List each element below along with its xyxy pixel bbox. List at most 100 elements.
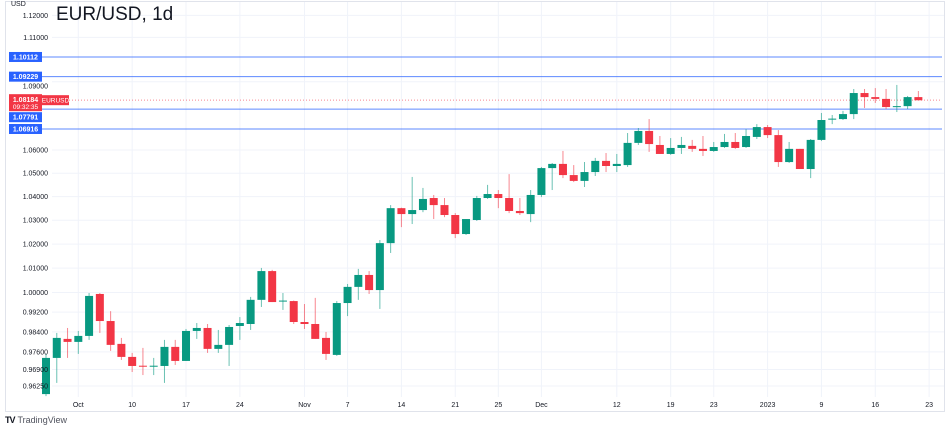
candle-body <box>235 323 244 326</box>
price-tags: 1.10112 1.09229 1.07791 1.06916 1.0818409:32… <box>9 51 70 134</box>
candle-up <box>192 323 201 339</box>
level-lines[interactable] <box>42 56 942 130</box>
time-tick-label: 16 <box>871 402 879 409</box>
time-tick-label: 17 <box>182 402 190 409</box>
candle-body <box>289 301 298 323</box>
candle-up <box>354 268 363 300</box>
time-tick-label: 23 <box>710 402 718 409</box>
tradingview-logo[interactable]: TV TradingView <box>5 415 67 425</box>
candle-body <box>709 147 718 151</box>
price-tick-label: 1.00000 <box>23 290 48 297</box>
candle-down <box>440 198 449 218</box>
candle-body <box>63 338 72 342</box>
level-price-tag <box>9 71 42 82</box>
candle-up <box>838 110 847 121</box>
candle-down <box>602 153 611 173</box>
candle-body <box>74 335 83 342</box>
candle-down <box>322 331 331 360</box>
time-tick-label: 24 <box>236 402 244 409</box>
candle-body <box>182 330 191 361</box>
candle-down <box>289 300 298 324</box>
candle-body <box>655 144 664 154</box>
candle-body <box>418 198 427 211</box>
candle-down <box>860 88 869 108</box>
candle-body <box>774 135 783 163</box>
candle-body <box>117 343 126 357</box>
time-tick-label: 7 <box>346 402 350 409</box>
price-tick-label: 1.01000 <box>23 266 48 273</box>
price-tick-label: 0.98400 <box>23 329 48 336</box>
candle-body <box>429 198 438 206</box>
candle-body <box>138 365 147 367</box>
price-tick-label: 1.12000 <box>23 13 48 20</box>
time-tick-label: 25 <box>494 402 502 409</box>
candle-down <box>95 292 104 333</box>
price-tick-label: 0.99200 <box>23 310 48 317</box>
candle-body <box>483 194 492 199</box>
candle-body <box>903 97 912 107</box>
candle-down <box>763 125 772 139</box>
candle-down <box>569 165 578 183</box>
time-tick-label: 2023 <box>760 402 776 409</box>
candle-body <box>752 127 761 137</box>
candle-up <box>235 317 244 340</box>
candle-up <box>42 353 50 397</box>
candle-body <box>860 93 869 98</box>
candle-body <box>171 346 180 361</box>
candle-up <box>612 153 621 173</box>
candle-body <box>580 172 589 181</box>
candle-up <box>257 267 266 307</box>
candle-body <box>375 243 384 291</box>
candle-body <box>698 148 707 151</box>
candles <box>42 84 923 397</box>
candle-up <box>418 187 427 213</box>
candle-body <box>742 136 751 148</box>
level-price-tag <box>9 123 42 134</box>
candle-up <box>85 292 94 340</box>
candle-body <box>548 163 557 169</box>
current-price-tag <box>9 94 42 112</box>
candle-body <box>526 194 535 215</box>
candle-down <box>698 136 707 157</box>
candle-body <box>343 286 352 304</box>
candle-body <box>720 141 729 148</box>
candle-down <box>655 136 664 154</box>
candle-body <box>214 344 223 349</box>
time-axis[interactable]: Oct 10 17 24 Nov 7 14 21 25 Dec 12 19 23 2023 9 16 23 <box>73 402 933 409</box>
candle-up <box>591 157 600 177</box>
candle-up <box>849 88 858 120</box>
candle-down <box>688 139 697 152</box>
candle-body <box>462 219 471 235</box>
candle-up <box>408 176 417 225</box>
candle-body <box>451 215 460 235</box>
candle-body <box>795 148 804 170</box>
candle-body <box>225 326 234 345</box>
candle-body <box>95 293 104 322</box>
candle-up <box>160 339 169 383</box>
price-tick-label: 1.09000 <box>23 84 48 91</box>
candle-down <box>774 130 783 167</box>
candle-body <box>300 322 309 324</box>
price-tick-label: 0.97600 <box>23 349 48 356</box>
candle-body <box>52 337 61 358</box>
tradingview-logo-icon: TV <box>5 415 15 425</box>
level-price-tag <box>9 51 42 62</box>
candle-down <box>731 133 740 149</box>
candle-body <box>85 295 94 336</box>
candle-body <box>311 323 320 339</box>
candle-body <box>569 175 578 181</box>
candle-body <box>817 120 826 140</box>
candle-up <box>537 166 546 198</box>
time-tick-label: 12 <box>613 402 621 409</box>
candle-body <box>731 141 740 148</box>
candle-body <box>397 208 406 215</box>
candle-down <box>171 339 180 365</box>
candle-body <box>602 160 611 167</box>
price-axis[interactable]: 1.12000 1.11000 1.09000 1.06000 1.05000 1.040… <box>23 13 48 391</box>
price-tick-label: 1.05000 <box>23 171 48 178</box>
candle-up <box>634 127 643 145</box>
price-tick-label: 1.06000 <box>23 148 48 155</box>
level-price-label: 1.10112 <box>13 54 38 61</box>
candle-body <box>386 208 395 244</box>
